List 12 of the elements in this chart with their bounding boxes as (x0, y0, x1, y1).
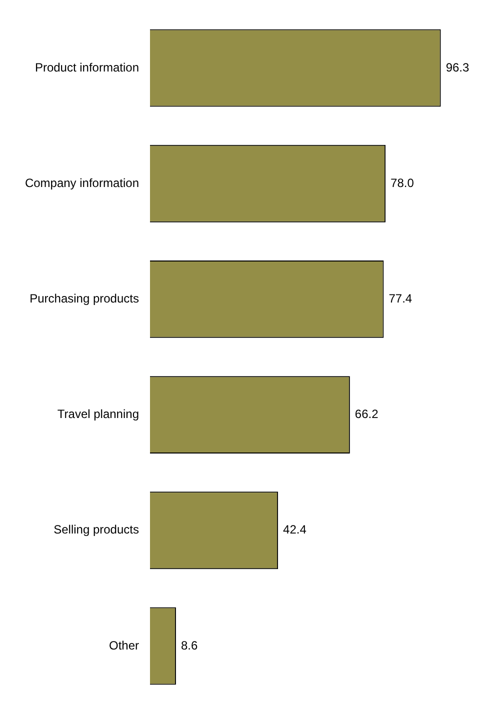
data-label: 78.0 (390, 176, 414, 190)
y-tick-label: Company information (24, 176, 139, 190)
y-tick-label: Purchasing products (30, 292, 139, 306)
y-tick-label: Product information (34, 60, 139, 74)
data-label: 66.2 (354, 407, 379, 422)
data-label: 42.4 (283, 522, 307, 537)
y-tick-label: Travel planning (57, 407, 139, 422)
data-label: 77.4 (388, 292, 412, 306)
y-tick-label: Selling products (54, 522, 139, 537)
data-label: 8.6 (180, 638, 198, 652)
data-label: 96.3 (446, 60, 470, 74)
y-tick-label: Other (108, 638, 139, 652)
